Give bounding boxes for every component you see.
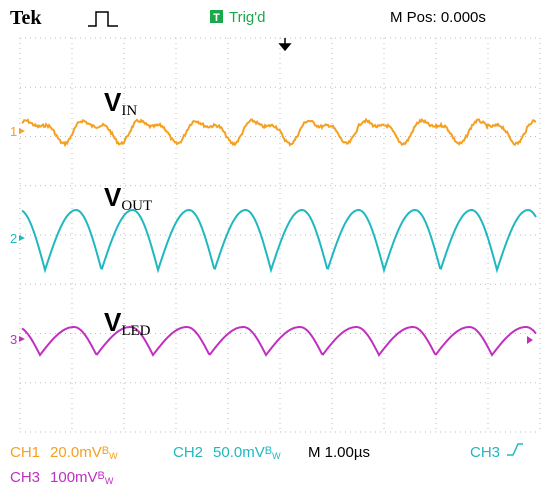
trace [21,208,537,274]
ch3-readout: CH3 100mVBW [10,469,114,486]
label-main: V [104,87,122,117]
trace-label: VIN [104,87,137,119]
bw-sub: W [109,451,118,461]
trigger-level-arrow [527,336,533,344]
trace-label: VOUT [104,182,152,214]
acq-icon [88,11,118,27]
channel-marker: 3 [10,332,17,347]
trigger-source: CH3 [470,444,500,461]
ch2-readout: CH2 50.0mVBW [173,444,281,461]
ch-name: CH1 [10,444,40,461]
channel-marker: 2 [10,231,17,246]
label-main: V [104,307,122,337]
trace-label: VLED [104,307,151,339]
ch-scale: 50.0mV [213,444,265,461]
brand: Tek [10,7,42,29]
channel-arrow [19,128,25,134]
traces [21,117,537,357]
channel-arrow [19,336,25,342]
label-sub: LED [121,323,150,339]
ch-name: CH2 [173,444,203,461]
ch-scale: 20.0mV [50,444,102,461]
trace [21,117,537,148]
bw-sub: W [272,451,281,461]
position: M Pos: 0.000s [390,9,486,26]
trigger-status: Trig'd [229,9,265,26]
bw: B [98,470,105,482]
graticule [19,37,541,433]
bw-sub: W [105,476,114,486]
label-sub: OUT [121,198,152,214]
label-main: V [104,182,122,212]
ch1-readout: CH1 20.0mVBW [10,444,118,461]
timebase: M 1.00µs [308,444,370,461]
channel-marker: 1 [10,124,17,139]
trigger-slope [507,443,523,456]
trigger-position-arrow [278,38,292,52]
bw: B [265,445,272,457]
bw: B [102,445,109,457]
trigger-icon: T [213,12,220,24]
trigger-icon-box [210,10,223,23]
ch-name: CH3 [10,469,40,486]
channel-arrow [19,235,25,241]
label-sub: IN [121,103,137,119]
trace [21,326,537,357]
ch-scale: 100mV [50,469,98,486]
